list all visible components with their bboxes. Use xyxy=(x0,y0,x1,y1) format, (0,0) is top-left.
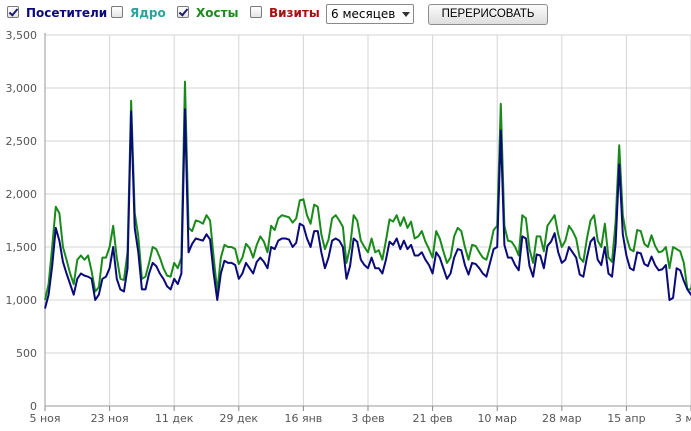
series-line-visitors xyxy=(44,108,691,309)
y-tick-label: 2,500 xyxy=(6,135,38,148)
line-chart: 0 500 1,000 1,500 2,000 2,500 3,000 3,500 5 ноя 2… xyxy=(6,30,691,425)
core-checkbox[interactable] xyxy=(111,6,123,18)
x-tick-label: 28 мар xyxy=(542,412,582,425)
visits-toggle-label[interactable]: Визиты xyxy=(269,6,320,20)
hosts-toggle-label[interactable]: Хосты xyxy=(196,6,239,20)
visitors-checkbox[interactable] xyxy=(7,6,19,18)
x-tick-label: 3 фев xyxy=(351,412,384,425)
y-tick-label: 1,000 xyxy=(6,294,38,307)
chart-toolbar: Посетители Ядро Хосты Визиты 6 месяцев П… xyxy=(0,0,691,30)
x-tick-label: 29 дек xyxy=(220,412,259,425)
period-select-value: 6 месяцев xyxy=(331,7,396,21)
chart-series xyxy=(44,80,691,309)
y-tick-label: 500 xyxy=(16,347,37,360)
x-tick-label: 11 дек xyxy=(155,412,194,425)
y-tick-label: 3,500 xyxy=(6,30,38,42)
x-tick-label: 21 фев xyxy=(413,412,453,425)
y-tick-label: 0 xyxy=(30,400,37,413)
visitors-toggle-label[interactable]: Посетители xyxy=(26,6,108,20)
x-tick-label: 5 ноя xyxy=(29,412,60,425)
chevron-down-icon xyxy=(402,12,410,17)
redraw-button[interactable]: ПЕРЕРИСОВАТЬ xyxy=(428,4,548,25)
x-tick-label: 3 мая xyxy=(675,412,691,425)
x-tick-label: 16 янв xyxy=(285,412,323,425)
x-tick-label: 10 мар xyxy=(477,412,517,425)
period-select[interactable]: 6 месяцев xyxy=(326,4,414,24)
y-tick-label: 2,000 xyxy=(6,188,38,201)
visits-checkbox[interactable] xyxy=(250,6,262,18)
x-tick-label: 15 апр xyxy=(607,412,645,425)
x-tick-label: 23 ноя xyxy=(91,412,129,425)
series-line-hosts xyxy=(44,80,691,301)
core-toggle-label[interactable]: Ядро xyxy=(130,6,166,20)
hosts-checkbox[interactable] xyxy=(177,6,189,18)
y-tick-label: 3,000 xyxy=(6,82,38,95)
chart-axes: 0 500 1,000 1,500 2,000 2,500 3,000 3,500 5 ноя 2… xyxy=(6,30,691,425)
y-tick-label: 1,500 xyxy=(6,241,38,254)
